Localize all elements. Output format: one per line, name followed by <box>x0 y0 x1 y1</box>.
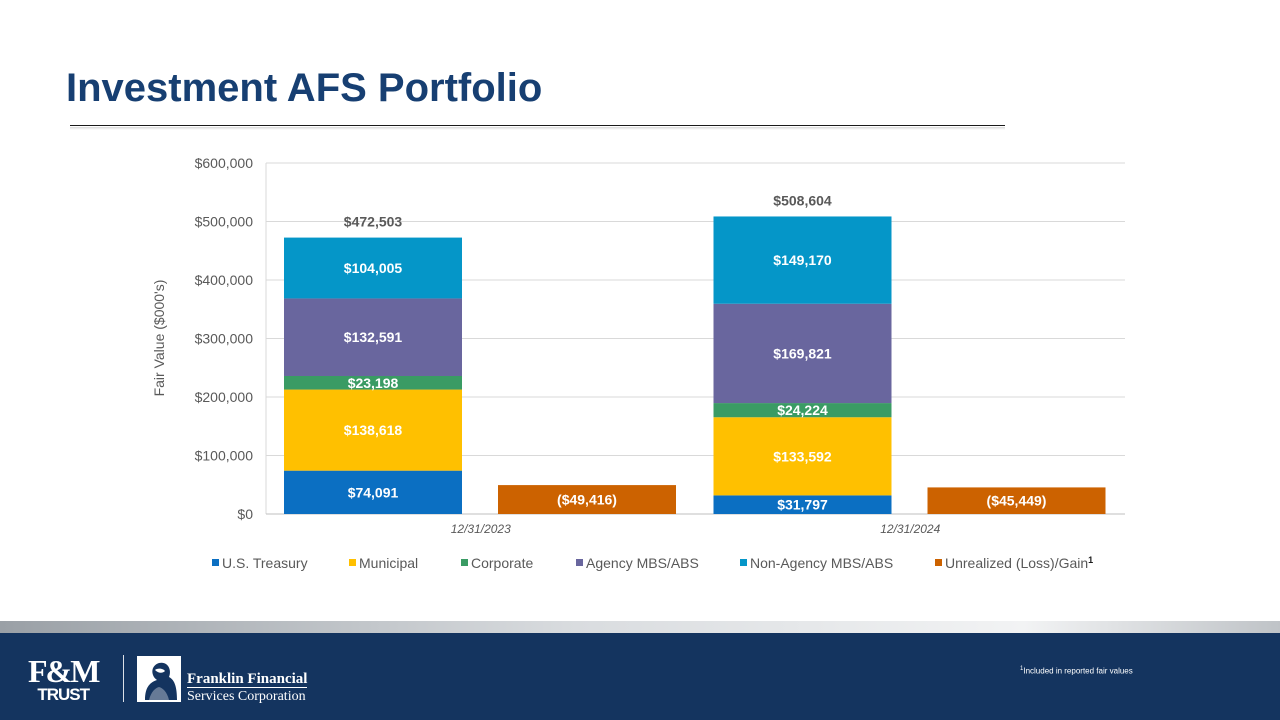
y-tick-label: $100,000 <box>195 448 254 464</box>
bar-us-treasury[interactable] <box>713 495 892 514</box>
legend-swatch <box>212 559 219 566</box>
total-label: $472,503 <box>344 214 403 230</box>
bar-agency[interactable] <box>713 303 892 404</box>
bar-us-treasury[interactable] <box>284 470 462 514</box>
data-label: $138,618 <box>344 422 403 438</box>
logo-divider <box>123 655 124 702</box>
y-tick-label: $0 <box>237 506 253 522</box>
legend-item-label[interactable]: Agency MBS/ABS <box>586 555 699 571</box>
data-label: $104,005 <box>344 260 403 276</box>
ffsc-line-1: Franklin Financial <box>187 671 308 687</box>
footnote-text: Included in reported fair values <box>1023 666 1133 676</box>
legend-item-label[interactable]: U.S. Treasury <box>222 555 308 571</box>
title-underline <box>70 125 1005 126</box>
legend-swatch <box>576 559 583 566</box>
fm-logo-mark: F&M <box>28 653 100 689</box>
fm-trust-logo: F&M TRUST <box>28 653 100 704</box>
data-label: $149,170 <box>773 252 832 268</box>
x-axis-categories: 12/31/2023 12/31/2024 <box>451 522 941 536</box>
x-category-label: 12/31/2023 <box>451 522 511 536</box>
bar-corporate[interactable] <box>713 403 892 418</box>
legend-item-label[interactable]: Unrealized (Loss)/Gain1 <box>945 555 1093 571</box>
total-label: $508,604 <box>773 192 832 208</box>
bar-unrealized[interactable] <box>498 485 676 514</box>
investment-portfolio-chart: $0 $100,000 $200,000 $300,000 $400,000 $500,0… <box>151 155 1125 571</box>
bar-non-agency[interactable] <box>713 216 892 304</box>
bar-municipal[interactable] <box>284 389 462 471</box>
y-tick-label: $300,000 <box>195 331 254 347</box>
title-underline-shadow <box>70 127 1005 130</box>
data-label: ($49,416) <box>557 492 617 508</box>
y-axis-ticks: $0 $100,000 $200,000 $300,000 $400,000 $500,0… <box>195 155 254 522</box>
x-category-label: 12/31/2024 <box>880 522 940 536</box>
data-label: $31,797 <box>777 497 828 513</box>
bar-non-agency[interactable] <box>284 237 462 299</box>
ffsc-line-2: Services Corporation <box>187 687 308 704</box>
legend-item-label[interactable]: Non-Agency MBS/ABS <box>750 555 893 571</box>
chart-data-labels: $74,091 $138,618 $23,198 $132,591 $104,005 ($… <box>344 192 1047 512</box>
legend-footnote-marker: 1 <box>1088 555 1093 565</box>
data-label: $74,091 <box>348 484 399 500</box>
footnote-marker: 1 <box>1020 666 1024 672</box>
legend-swatch <box>461 559 468 566</box>
data-label: $169,821 <box>773 345 832 361</box>
legend-swatch <box>349 559 356 566</box>
data-label: ($45,449) <box>987 493 1047 509</box>
franklin-portrait-icon <box>137 656 181 702</box>
legend-item-label[interactable]: Corporate <box>471 555 533 571</box>
data-label: $23,198 <box>348 375 399 391</box>
y-tick-label: $600,000 <box>195 155 254 171</box>
legend-swatch <box>935 559 942 566</box>
legend-item-label[interactable]: Municipal <box>359 555 418 571</box>
page-title: Investment AFS Portfolio <box>66 66 543 110</box>
footer <box>0 633 1280 720</box>
y-tick-label: $200,000 <box>195 389 254 405</box>
fm-logo-sub: TRUST <box>37 685 90 704</box>
y-axis-title: Fair Value ($000's) <box>151 280 167 397</box>
chart-bars <box>284 216 1106 514</box>
footer-gradient-band <box>0 621 1280 633</box>
bar-municipal[interactable] <box>713 417 892 496</box>
chart-legend[interactable]: U.S. Treasury Municipal Corporate Agency MB… <box>212 555 1093 571</box>
y-tick-label: $500,000 <box>195 214 254 230</box>
bar-agency[interactable] <box>284 298 462 376</box>
data-label: $132,591 <box>344 329 403 345</box>
footnote: 1Included in reported fair values <box>1020 666 1133 676</box>
ffsc-wordmark: Franklin Financial Services Corporation <box>187 671 308 704</box>
legend-swatch <box>740 559 747 566</box>
y-tick-label: $400,000 <box>195 272 254 288</box>
data-label: $133,592 <box>773 448 832 464</box>
bar-corporate[interactable] <box>284 375 462 390</box>
data-label: $24,224 <box>777 402 828 418</box>
bar-unrealized[interactable] <box>927 487 1106 514</box>
